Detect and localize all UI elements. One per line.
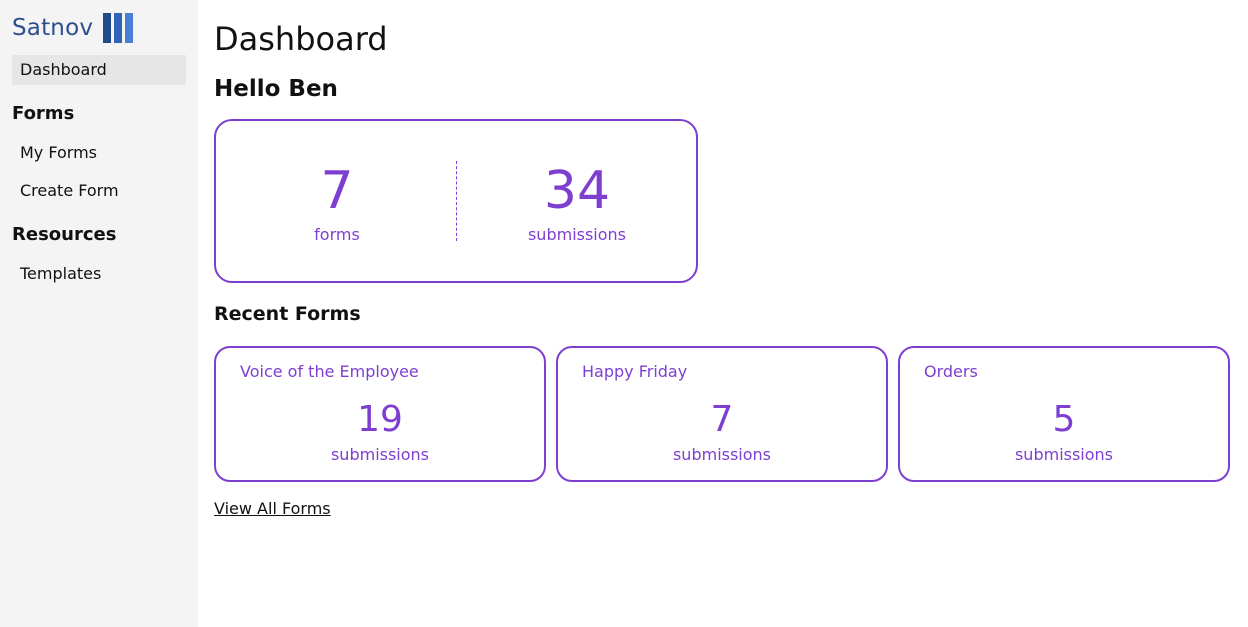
sidebar-heading-resources: Resources xyxy=(12,224,117,245)
submissions-stat: 34 submissions xyxy=(477,159,677,247)
forms-count: 7 xyxy=(320,161,354,221)
view-all-forms-link[interactable]: View All Forms xyxy=(214,499,331,518)
greeting: Hello Ben xyxy=(214,76,338,102)
sidebar-item-create-form[interactable]: Create Form xyxy=(20,181,119,200)
form-submission-label: submissions xyxy=(330,445,430,464)
recent-form-card[interactable]: Voice of the Employee 19 submissions xyxy=(214,346,546,482)
sidebar-heading-forms: Forms xyxy=(12,103,75,124)
form-submission-count: 19 xyxy=(357,399,403,440)
sidebar-item-dashboard[interactable]: Dashboard xyxy=(12,55,186,85)
submissions-count: 34 xyxy=(543,161,611,221)
logo-text: Satnov xyxy=(12,15,94,41)
forms-stat: 7 forms xyxy=(237,159,437,247)
recent-form-card[interactable]: Orders 5 submissions xyxy=(898,346,1230,482)
form-name: Happy Friday xyxy=(582,362,688,381)
recent-forms-title: Recent Forms xyxy=(214,303,361,325)
sidebar-item-my-forms[interactable]: My Forms xyxy=(20,143,97,162)
sidebar-item-templates[interactable]: Templates xyxy=(20,264,102,283)
submissions-label: submissions xyxy=(527,225,627,244)
page-title: Dashboard xyxy=(214,20,388,58)
form-submission-label: submissions xyxy=(1014,445,1114,464)
form-name: Voice of the Employee xyxy=(240,362,419,381)
summary-card: 7 forms 34 submissions xyxy=(214,119,698,283)
logo[interactable]: Satnov xyxy=(12,12,134,44)
summary-divider xyxy=(456,161,457,241)
form-submission-count: 5 xyxy=(1052,399,1076,440)
form-name: Orders xyxy=(924,362,978,381)
recent-form-card[interactable]: Happy Friday 7 submissions xyxy=(556,346,888,482)
sidebar: Satnov Dashboard Forms My Forms Create F… xyxy=(0,0,198,627)
form-submission-count: 7 xyxy=(710,399,734,440)
form-submission-label: submissions xyxy=(672,445,772,464)
forms-label: forms xyxy=(314,225,360,244)
logo-bars-icon xyxy=(103,13,134,43)
